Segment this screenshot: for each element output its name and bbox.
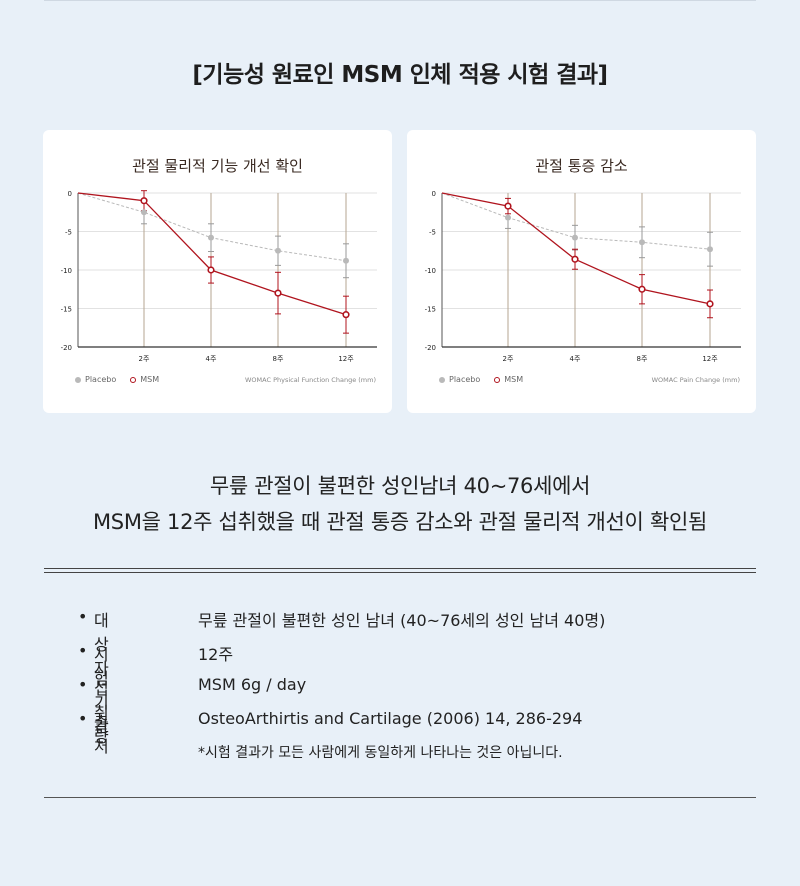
info-value: 무릎 관절이 불편한 성인 남녀 (40~76세의 성인 남녀 40명) [198,611,606,630]
x-axis-label: WOMAC Pain Change (mm) [651,376,740,384]
y-tick-label: -15 [61,306,72,314]
y-tick-label: -20 [61,344,72,352]
pain-chart: 0 -5 -10 -15 -20 2주 4주 8주 12주 [425,190,741,363]
summary-text: 무릎 관절이 불편한 성인남녀 40~76세에서 MSM을 12주 섭취했을 때… [0,468,800,540]
x-tick-label: 2주 [139,355,150,363]
msm-data-point [342,311,350,319]
placebo-data-point [208,234,214,241]
msm-data-point [571,255,579,263]
msm-data-point [638,285,646,293]
msm-series-line [77,192,347,316]
placebo-series-line [77,192,347,262]
msm-data-point [504,202,512,210]
placebo-legend-marker [439,376,445,383]
section-divider [44,568,756,573]
placebo-data-point [141,209,147,216]
disclaimer-note: *시험 결과가 모든 사람에게 동일하게 나타나는 것은 아닙니다. [198,745,563,761]
msm-legend-label: MSM [504,375,524,384]
y-tick-label: -5 [429,229,436,237]
x-axis-label: WOMAC Physical Function Change (mm) [245,376,376,384]
msm-series-line [441,192,711,305]
y-tick-label: 0 [68,190,72,198]
placebo-data-point [505,214,511,221]
x-tick-label: 8주 [273,355,284,363]
page-heading: [기능성 원료인 MSM 인체 적용 시험 결과] [192,62,608,88]
chart-legend: Placebo MSM [439,375,523,384]
msm-legend-marker [494,376,501,383]
bullet: • [78,607,88,626]
bullet: • [78,641,88,660]
y-tick-label: -20 [425,344,436,352]
chart-legend: Placebo MSM [75,375,159,384]
msm-data-point [274,289,282,297]
bottom-divider [44,797,756,798]
placebo-legend-label: Placebo [449,375,481,384]
bullet: • [78,709,88,728]
x-tick-label: 12주 [702,355,718,363]
msm-data-point [706,300,714,308]
chart-card-pain: 관절 통증 감소 0 -5 -10 -15 -20 2주 4주 8주 12주 Placebo M… [407,130,756,413]
info-label: 대상자 [94,611,109,678]
function-chart: 0 -5 -10 -15 -20 2주 4주 8주 12주 [61,190,377,363]
summary-line-1: 무릎 관절이 불편한 성인남녀 40~76세에서 [209,474,591,498]
top-divider [44,0,756,1]
info-label: 시험기간 [94,645,109,736]
msm-legend-label: MSM [140,375,160,384]
chart-card-function: 관절 물리적 기능 개선 확인 0 -5 -10 -15 -20 2주 4주 8주 12주 Pl… [43,130,392,413]
chart-title: 관절 물리적 기능 개선 확인 [132,157,303,175]
summary-line-2: MSM을 12주 섭취했을 때 관절 통증 감소와 관절 물리적 개선이 확인됨 [92,510,708,534]
x-tick-label: 4주 [206,355,217,363]
info-label: 섭취량 [94,679,109,746]
msm-data-point [207,266,215,274]
y-tick-label: -15 [425,306,436,314]
msm-data-point [140,197,148,205]
placebo-data-point [639,239,645,246]
bullet: • [78,675,88,694]
y-tick-label: -10 [61,267,72,275]
placebo-data-point [275,247,281,254]
placebo-legend-marker [75,376,81,383]
x-tick-label: 8주 [637,355,648,363]
x-tick-label: 4주 [570,355,581,363]
info-value: MSM 6g / day [198,675,307,694]
chart-title: 관절 통증 감소 [535,157,628,175]
y-tick-label: -10 [425,267,436,275]
placebo-data-point [572,234,578,241]
placebo-legend-label: Placebo [85,375,117,384]
x-tick-label: 2주 [503,355,514,363]
placebo-data-point [343,257,349,264]
info-value: 12주 [198,645,234,664]
info-value: OsteoArthirtis and Cartilage (2006) 14, … [198,709,583,728]
placebo-data-point [707,246,713,253]
y-tick-label: 0 [432,190,436,198]
msm-legend-marker [130,376,137,383]
x-tick-label: 12주 [338,355,354,363]
info-label: 출처 [94,713,109,756]
y-tick-label: -5 [65,229,72,237]
